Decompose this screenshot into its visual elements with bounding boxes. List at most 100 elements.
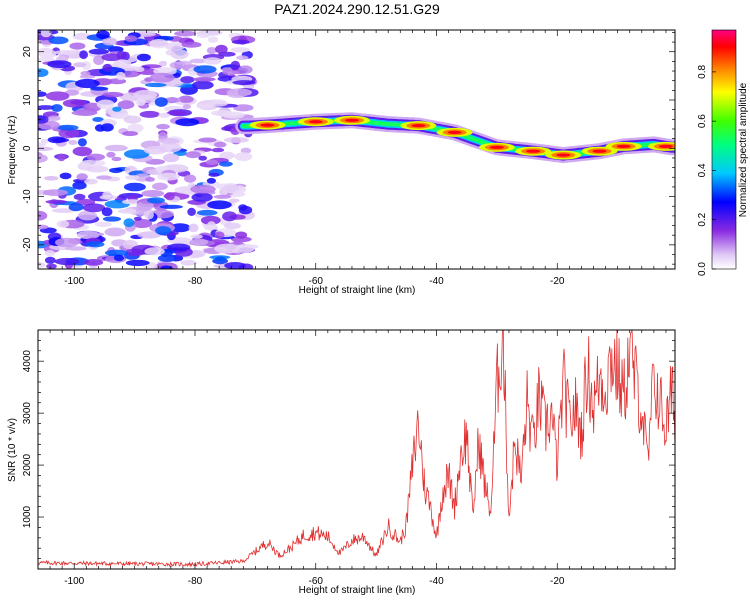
noise-blob (158, 112, 171, 118)
bottom-x-axis-label: Height of straight line (km) (299, 585, 416, 596)
noise-blob (223, 137, 249, 143)
noise-blob (84, 178, 98, 185)
noise-blob (235, 231, 248, 239)
ridge-peak-core (260, 123, 275, 127)
noise-blob (222, 211, 238, 222)
chart-title: PAZ1.2024.290.12.51.G29 (274, 1, 440, 17)
noise-blob (48, 36, 69, 45)
snr-line (38, 330, 675, 568)
y-tick-label: 1000 (22, 505, 33, 528)
noise-blob (102, 216, 122, 222)
noise-blob (69, 42, 86, 50)
noise-blob (57, 124, 79, 131)
noise-blob (102, 63, 113, 72)
noise-blob (104, 144, 128, 152)
noise-blob (72, 146, 93, 157)
x-tick-label: -40 (429, 576, 444, 587)
y-tick-label: -20 (22, 237, 33, 252)
snr-frame (37, 329, 676, 570)
noise-blob (231, 39, 250, 45)
noise-blob (101, 207, 113, 217)
noise-blob (159, 204, 183, 209)
noise-blob (102, 91, 124, 98)
noise-blob (165, 42, 185, 51)
noise-blob (40, 138, 49, 144)
noise-blob (224, 222, 241, 230)
noise-blob (187, 207, 196, 216)
noise-blob (40, 30, 52, 38)
noise-blob (214, 141, 227, 148)
noise-blob (164, 192, 175, 201)
noise-blob (125, 259, 150, 267)
noise-blob (222, 185, 240, 192)
noise-blob (102, 37, 118, 46)
noise-blob (51, 137, 70, 143)
snr-background (38, 330, 675, 569)
noise-blob (88, 48, 109, 55)
ridge-peak-core (616, 144, 631, 148)
bottom-y-axis-label: SNR (10 * v/v) (7, 418, 18, 482)
noise-blob (226, 88, 252, 97)
noise-blob (178, 95, 194, 103)
noise-blob (162, 153, 180, 163)
colorbar-tick-label: 0.0 (697, 262, 708, 276)
y-tick-label: 2000 (22, 454, 33, 477)
noise-blob (156, 123, 170, 130)
x-tick-label: -60 (309, 276, 324, 287)
y-tick-label: 4000 (22, 350, 33, 373)
noise-blob (96, 99, 115, 110)
noise-blob (203, 57, 222, 65)
noise-blob (38, 47, 52, 53)
noise-blob (144, 82, 167, 88)
noise-blob (68, 203, 84, 212)
noise-blob (207, 36, 219, 43)
noise-blob (51, 104, 63, 112)
noise-blob (137, 231, 162, 239)
noise-blob (147, 197, 165, 204)
noise-blob (181, 41, 202, 48)
noise-blob (235, 244, 255, 253)
ridge-peak-core (592, 149, 607, 153)
noise-blob (184, 174, 197, 183)
noise-blob (206, 221, 216, 230)
top-y-ticks: -20 -10 0 10 20 (22, 32, 675, 265)
noise-blob (104, 227, 126, 237)
noise-blob (58, 128, 80, 139)
noise-blob (38, 154, 48, 163)
noise-blob (44, 256, 56, 264)
noise-blob (125, 175, 140, 180)
noise-blob (38, 224, 49, 230)
noise-blob (191, 192, 213, 202)
noise-blob (52, 208, 76, 213)
x-tick-label: -80 (188, 576, 203, 587)
noise-blob (77, 138, 87, 147)
noise-blob (68, 140, 78, 145)
noise-blob (192, 80, 214, 90)
noise-blob (219, 161, 233, 167)
noise-blob (76, 173, 88, 181)
noise-blob (136, 53, 151, 62)
noise-blob (46, 263, 57, 269)
noise-blob (185, 151, 201, 159)
ridge-peak-core (308, 120, 323, 124)
noise-blob (207, 200, 232, 210)
noise-blob (38, 262, 46, 268)
colorbar-tick-label: 0.8 (697, 64, 708, 78)
ridge-peak-core (489, 145, 504, 149)
noise-blob (48, 115, 61, 121)
noise-blob (72, 181, 87, 190)
noise-blob (155, 226, 172, 236)
noise-region (38, 30, 259, 269)
noise-blob (57, 153, 66, 162)
top-x-axis-label: Height of straight line (km) (299, 285, 416, 296)
ridge-peak-core (411, 124, 426, 128)
x-tick-label: -100 (64, 276, 84, 287)
colorbar: 0.0 0.2 0.4 0.6 0.8 Normalized spectral ampl… (697, 29, 749, 276)
noise-blob (157, 172, 180, 181)
noise-blob (208, 172, 220, 177)
noise-blob (65, 246, 87, 251)
colorbar-ticks: 0.0 0.2 0.4 0.6 0.8 (697, 64, 716, 276)
noise-blob (94, 221, 112, 227)
